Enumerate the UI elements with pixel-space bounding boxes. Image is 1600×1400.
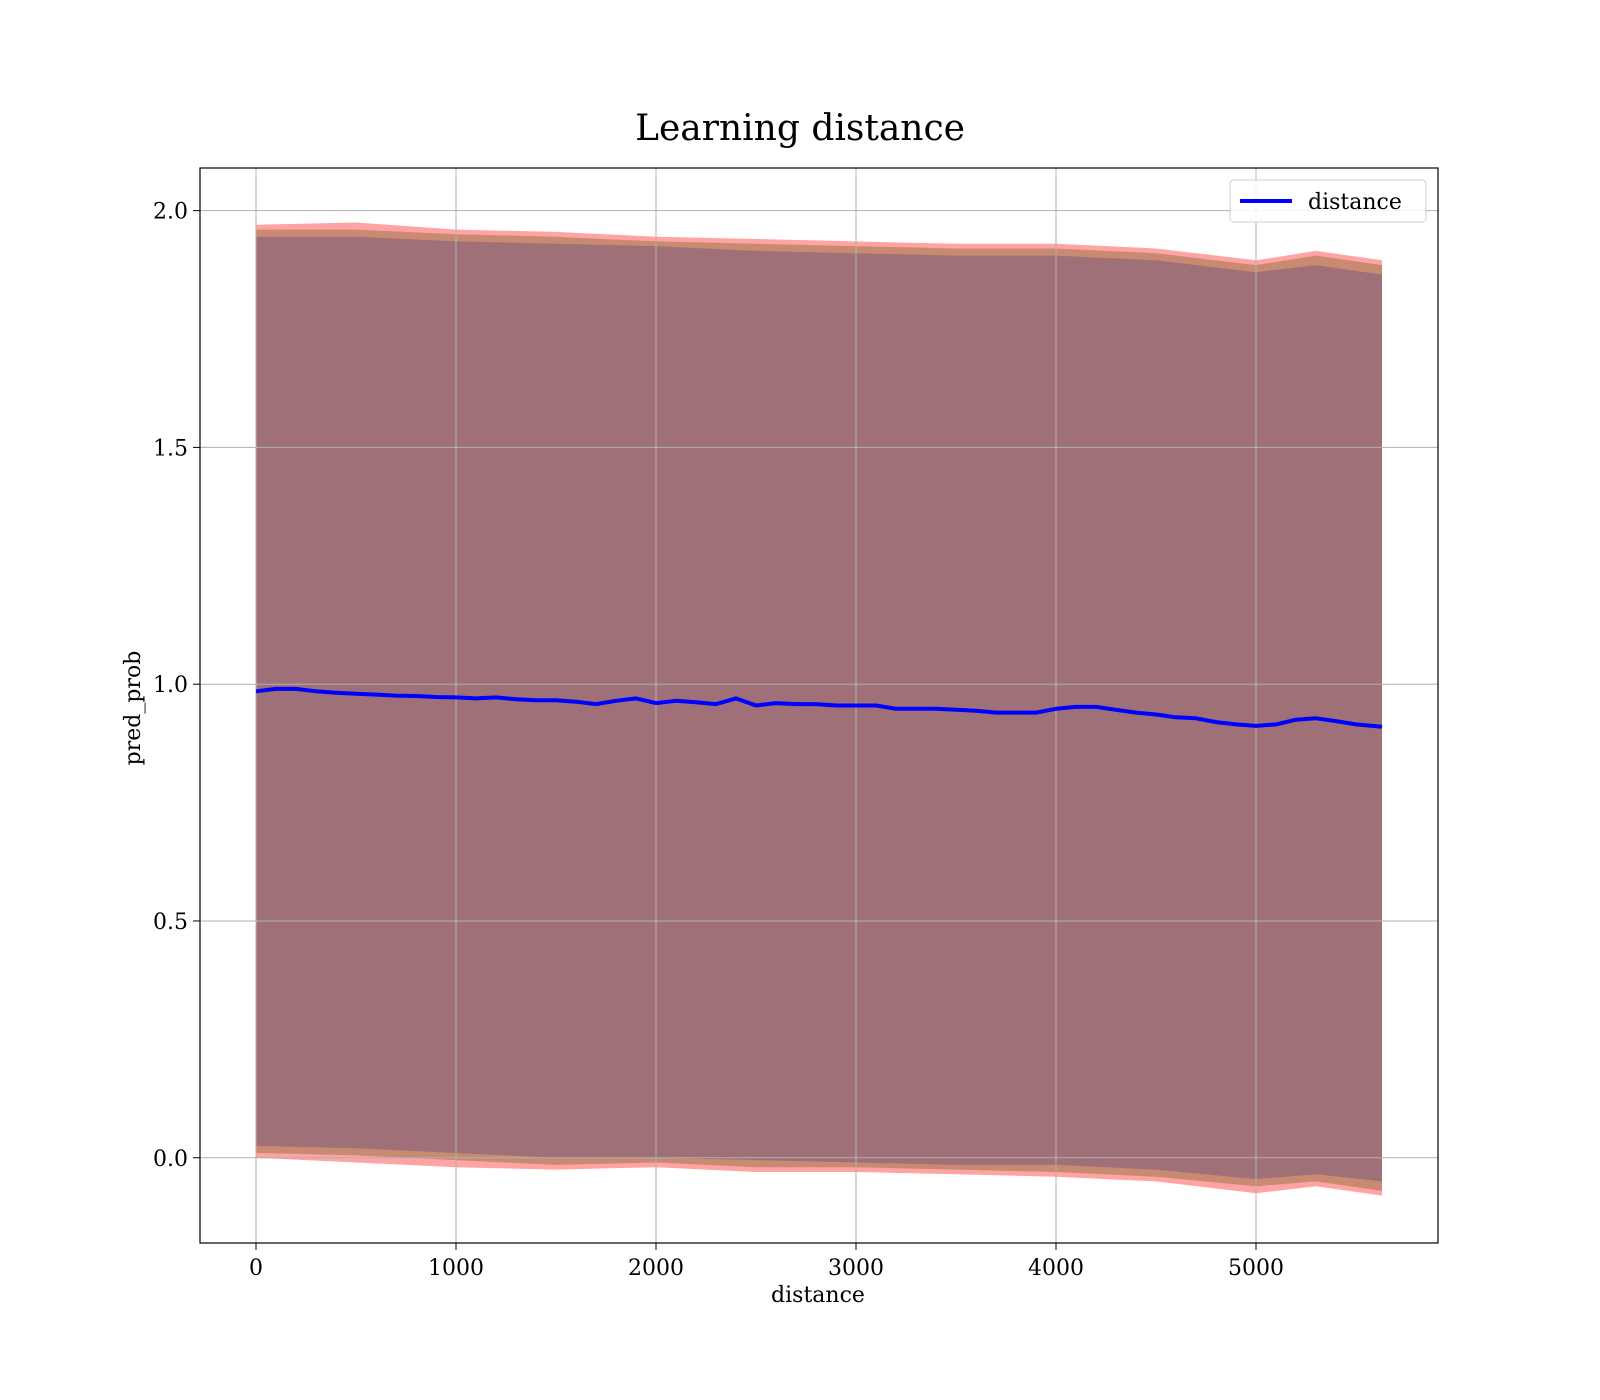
y-tick-label: 2.0 (153, 200, 188, 225)
chart-title: Learning distance (635, 108, 965, 149)
x-axis-label: distance (771, 1283, 865, 1308)
band-area-3 (256, 236, 1382, 1182)
x-axis-ticks: 0 1000 2000 3000 4000 5000 (249, 1243, 1284, 1281)
x-tick-label: 3000 (828, 1256, 884, 1281)
series-lines (255, 686, 1383, 729)
confidence-bands (256, 222, 1382, 1196)
y-axis-ticks: 0.0 0.5 1.0 1.5 2.0 (153, 200, 200, 1172)
x-tick-label: 4000 (1028, 1256, 1084, 1281)
legend: distance (1229, 179, 1427, 223)
y-tick-label: 0.0 (153, 1147, 188, 1172)
y-tick-label: 1.0 (153, 673, 188, 698)
plot-frame (199, 167, 1439, 1244)
x-tick-label: 1000 (428, 1256, 484, 1281)
legend-box (1229, 179, 1427, 223)
y-tick-label: 0.5 (153, 910, 188, 935)
x-tick-label: 5000 (1228, 1256, 1284, 1281)
series-line-distance (255, 686, 1383, 729)
x-tick-label: 2000 (628, 1256, 684, 1281)
y-axis-label: pred_prob (121, 651, 146, 766)
legend-entry-distance: distance (1308, 190, 1402, 215)
x-tick-label: 0 (249, 1256, 263, 1281)
y-tick-label: 1.5 (153, 436, 188, 461)
